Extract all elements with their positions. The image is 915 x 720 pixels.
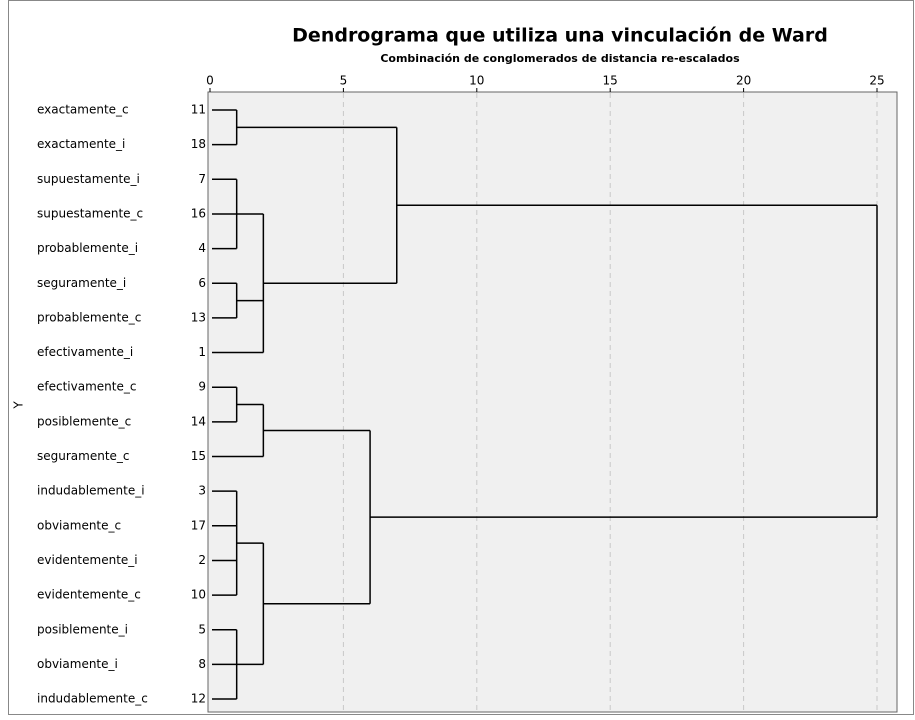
leaf-label: probablemente_i [37, 241, 138, 255]
leaf-label: evidentemente_i [37, 553, 138, 567]
case-number: 5 [198, 622, 206, 636]
case-number: 12 [191, 692, 206, 706]
case-number: 18 [191, 137, 206, 151]
case-number: 6 [198, 276, 206, 290]
leaf-label: supuestamente_i [37, 172, 140, 186]
leaf-label: exactamente_i [37, 137, 125, 151]
case-number: 14 [191, 414, 206, 428]
leaf-label: obviamente_i [37, 657, 118, 671]
leaf-label: indudablemente_c [37, 692, 148, 706]
x-tick-label: 5 [340, 74, 348, 88]
case-number: 9 [198, 380, 206, 394]
leaf-label: obviamente_c [37, 518, 121, 532]
case-number: 16 [191, 206, 206, 220]
case-number: 15 [191, 449, 206, 463]
chart-subtitle: Combinación de conglomerados de distanci… [380, 52, 740, 65]
case-number: 13 [191, 310, 206, 324]
case-number: 2 [198, 553, 206, 567]
x-tick-label: 0 [206, 74, 214, 88]
leaf-label: posiblemente_c [37, 414, 131, 428]
case-number: 1 [198, 345, 206, 359]
x-tick-label: 25 [869, 74, 884, 88]
leaf-label: efectivamente_c [37, 380, 136, 394]
leaf-label: probablemente_c [37, 310, 141, 324]
leaf-label: seguramente_i [37, 276, 126, 290]
chart-title: Dendrograma que utiliza una vinculación … [292, 25, 828, 47]
plot-area [207, 91, 898, 713]
y-axis-label: Y [12, 401, 26, 410]
case-number: 3 [198, 484, 206, 498]
leaf-label: indudablemente_i [37, 484, 145, 498]
case-number: 11 [191, 103, 206, 117]
x-tick-label: 10 [469, 74, 484, 88]
leaf-label: supuestamente_c [37, 206, 143, 220]
case-number: 7 [198, 172, 206, 186]
leaf-label: efectivamente_i [37, 345, 133, 359]
case-number: 17 [191, 518, 206, 532]
case-number: 10 [191, 588, 206, 602]
leaf-label: exactamente_c [37, 103, 129, 117]
leaf-label: seguramente_c [37, 449, 130, 463]
x-tick-label: 20 [736, 74, 751, 88]
leaf-label: posiblemente_i [37, 622, 128, 636]
case-number: 8 [198, 657, 206, 671]
leaf-label: evidentemente_c [37, 588, 141, 602]
x-tick-label: 15 [603, 74, 618, 88]
case-number: 4 [198, 241, 206, 255]
